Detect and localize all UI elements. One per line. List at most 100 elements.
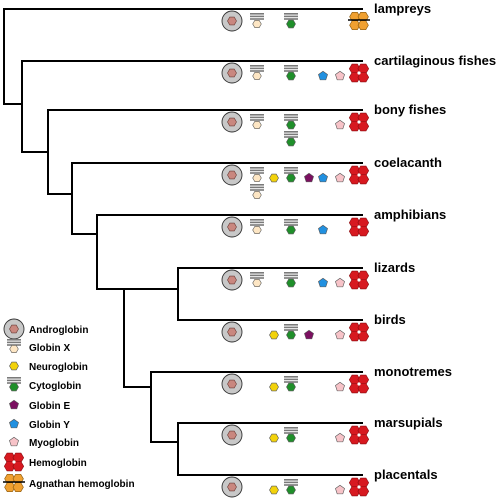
globin-y-icon [318, 277, 328, 288]
cytoglobin-icon [286, 71, 296, 81]
androglobin-icon [221, 476, 243, 498]
androglobin-icon [221, 269, 243, 291]
taxon-row: marsupials [221, 415, 443, 446]
myoglobin-icon [335, 70, 345, 81]
globin-x-bars-icon [7, 339, 21, 346]
androglobin-icon [221, 424, 243, 446]
cytoglobin-icon [286, 19, 296, 29]
globin-x-icon [252, 120, 262, 130]
taxon-row: birds [221, 312, 406, 343]
globin-e-icon [304, 329, 314, 340]
androglobin-icon [221, 164, 243, 186]
cytoglobin-bars-icon [284, 376, 298, 383]
myoglobin-icon [335, 119, 345, 130]
globin-x-icon [9, 344, 19, 354]
globin-x-icon [252, 225, 262, 235]
legend-label: Cytoglobin [29, 381, 81, 392]
hemoglobin-icon [348, 322, 370, 342]
cytoglobin-icon [286, 120, 296, 130]
taxon-row: placentals [221, 467, 438, 498]
legend-item: Hemoglobin [3, 452, 87, 472]
cytoglobin-bars-icon [284, 114, 298, 121]
globin-e-icon [9, 399, 19, 410]
cytoglobin-icon [286, 173, 296, 183]
hemoglobin-icon [348, 425, 370, 445]
cytoglobin-icon [286, 485, 296, 495]
legend-item: Globin Y [9, 418, 70, 431]
legend-label: Globin E [29, 401, 70, 412]
globin-x-icon [252, 19, 262, 29]
androglobin-icon [221, 111, 243, 133]
legend-label: Agnathan hemoglobin [29, 479, 135, 490]
cytoglobin-bars-icon [284, 65, 298, 72]
taxon-row: lizards [221, 260, 415, 291]
globin-e-icon [304, 172, 314, 183]
globin-x-bars-icon [250, 65, 264, 72]
legend-label: Myoglobin [29, 438, 79, 449]
legend-item: Agnathan hemoglobin [3, 473, 135, 493]
legend-label: Neuroglobin [29, 362, 88, 373]
hemoglobin-icon [348, 165, 370, 185]
hemoglobin-icon [348, 270, 370, 290]
cytoglobin-icon [286, 382, 296, 392]
androglobin-icon [221, 216, 243, 238]
taxon-label: bony fishes [374, 102, 446, 117]
legend-item: Androglobin [3, 318, 88, 340]
taxon-label: lizards [374, 260, 415, 275]
hemoglobin-icon [3, 452, 25, 472]
taxon-label: birds [374, 312, 406, 327]
cytoglobin-bars-icon [250, 13, 264, 20]
taxon-label: coelacanth [374, 155, 442, 170]
globin-y-icon [318, 224, 328, 235]
androglobin-icon [3, 318, 25, 340]
taxon-label: monotremes [374, 364, 452, 379]
legend-item: Myoglobin [9, 436, 79, 449]
taxon-label: cartilaginous fishes [374, 53, 496, 68]
hemoglobin-icon [348, 374, 370, 394]
myoglobin-icon [335, 432, 345, 443]
neuroglobin-icon [269, 173, 279, 183]
androglobin-icon [221, 373, 243, 395]
globin-x-icon [252, 190, 262, 200]
cytoglobin-icon [286, 137, 296, 147]
myoglobin-icon [335, 484, 345, 495]
neuroglobin-icon [269, 433, 279, 443]
cytoglobin-bars-icon [284, 13, 298, 20]
cytoglobin-icon [286, 278, 296, 288]
cytoglobin-icon [286, 433, 296, 443]
myoglobin-icon [335, 381, 345, 392]
androglobin-icon [221, 10, 243, 32]
legend-label: Globin X [29, 343, 70, 354]
globin-x-bars-icon [250, 114, 264, 121]
myoglobin-icon [335, 277, 345, 288]
globin-y-icon [9, 418, 19, 429]
taxon-label: marsupials [374, 415, 443, 430]
taxon-row: lampreys [221, 1, 431, 32]
globin-x-bars-icon [250, 167, 264, 174]
cytoglobin-bars-icon [284, 427, 298, 434]
legend-item: Globin X [7, 339, 70, 354]
taxon-label: amphibians [374, 207, 446, 222]
cytoglobin-bars-icon [284, 479, 298, 486]
myoglobin-icon [335, 172, 345, 183]
globin-y-icon [318, 70, 328, 81]
cytoglobin-icon [286, 330, 296, 340]
hemoglobin-icon [348, 63, 370, 83]
globin-x-icon [252, 71, 262, 81]
legend: Androglobin Globin X Neuroglobin Cytoglobin… [3, 318, 135, 493]
hemoglobin-icon [348, 112, 370, 132]
myoglobin-icon [9, 436, 19, 447]
cytoglobin-bars-icon [284, 219, 298, 226]
hemoglobin-icon [348, 217, 370, 237]
taxon-label: placentals [374, 467, 438, 482]
phylogenetic-tree [3, 8, 363, 476]
androglobin-icon [221, 62, 243, 84]
myoglobin-icon [335, 329, 345, 340]
taxon-row: coelacanth [221, 155, 442, 200]
legend-label: Androglobin [29, 325, 88, 336]
cytoglobin-icon [9, 382, 19, 392]
agnathan-hemoglobin-icon [348, 12, 370, 31]
globin-x-icon [252, 173, 262, 183]
neuroglobin-icon [9, 361, 19, 371]
